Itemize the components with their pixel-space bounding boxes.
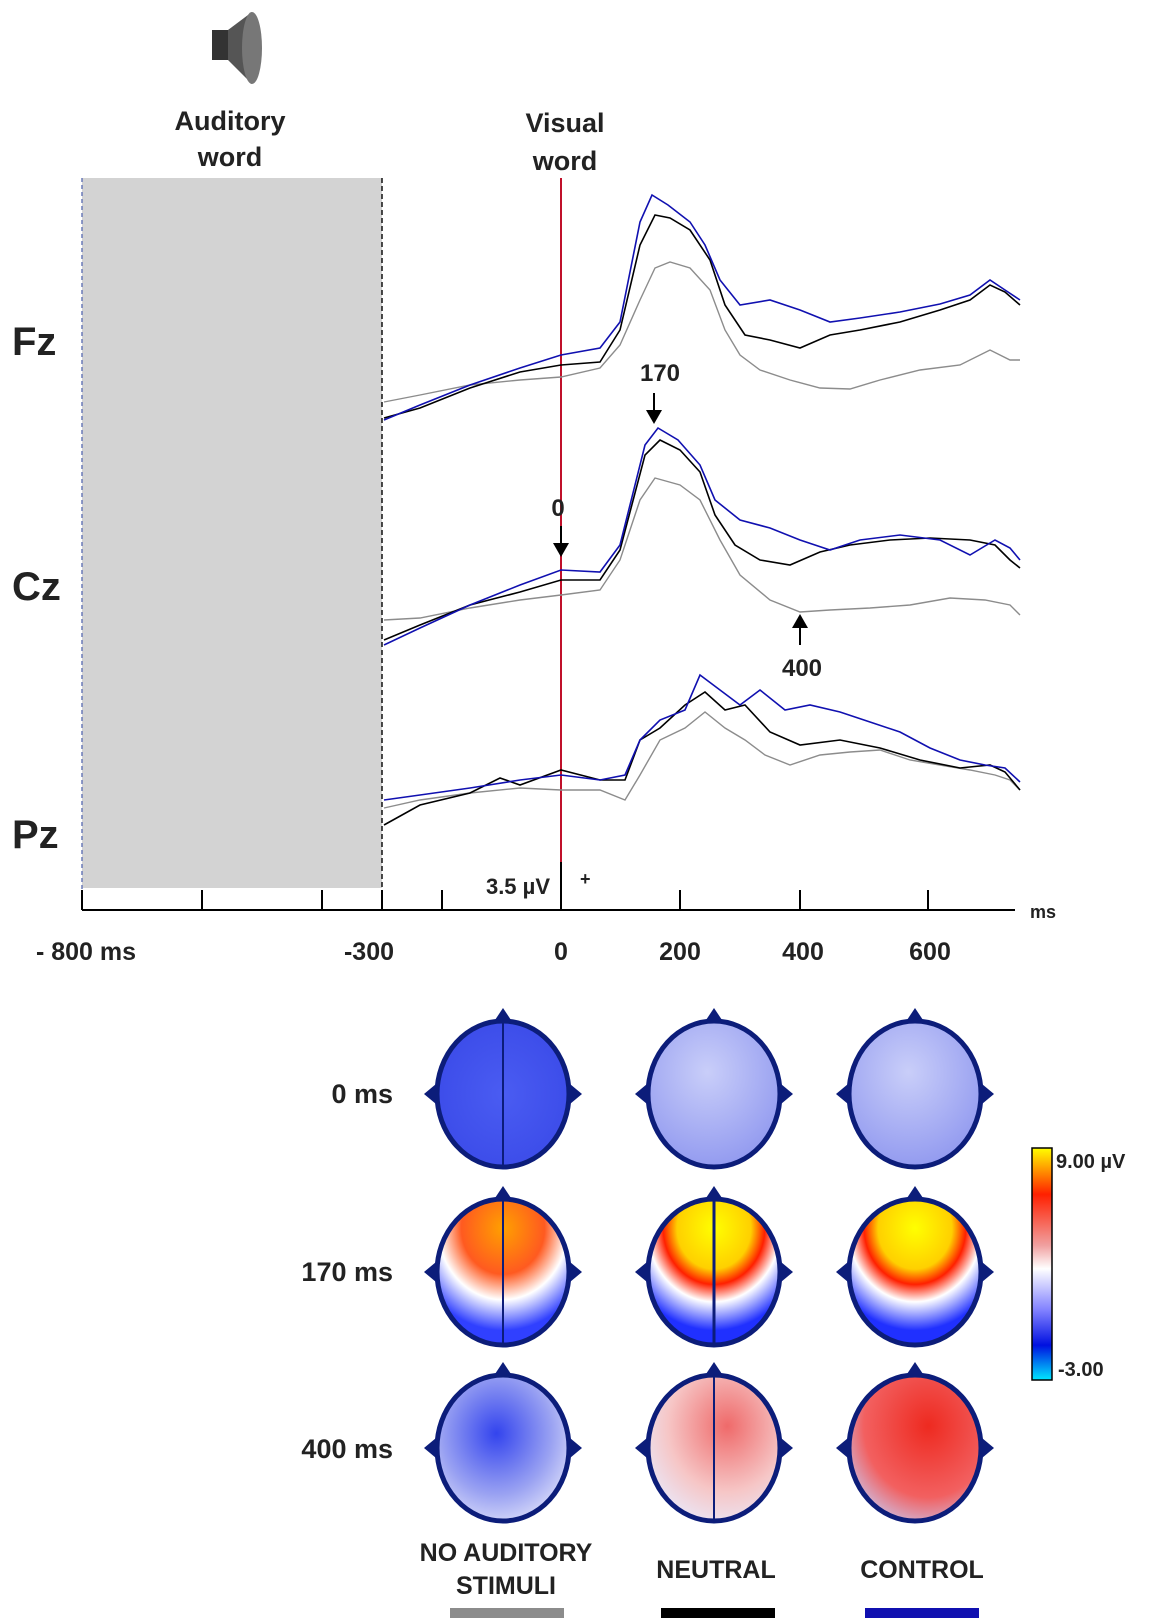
- trace-fz-black: [383, 214, 1021, 419]
- trace-cz-black: [383, 439, 1021, 641]
- tick-label-200: 200: [659, 938, 701, 966]
- trace-pz-gray: [383, 711, 1021, 809]
- channel-label-fz: Fz: [12, 320, 56, 364]
- auditory-window-shading: [82, 178, 382, 888]
- scale-bar-polarity: +: [580, 869, 591, 889]
- topomap-0ms-control: [836, 1008, 994, 1170]
- topomap-400ms-no-auditory: [424, 1362, 582, 1524]
- colorbar: [1031, 1147, 1053, 1381]
- time-axis-unit: ms: [1030, 902, 1056, 922]
- auditory-word-label-line1: Auditory: [175, 106, 286, 136]
- arrow-down-icon-0: [553, 526, 569, 557]
- topomap-170ms-control: [836, 1186, 994, 1348]
- time-axis-ticks: [81, 890, 929, 910]
- tick-label-minus300: -300: [344, 938, 394, 966]
- legend-label-control: CONTROL: [860, 1556, 984, 1584]
- trace-pz-blue: [383, 673, 1021, 801]
- visual-word-label-line2: word: [532, 146, 598, 176]
- tick-label-0: 0: [554, 938, 568, 966]
- legend-label-no-auditory-line2: STIMULI: [456, 1572, 556, 1600]
- scale-bar-label: 3.5 µV: [486, 874, 550, 899]
- annotation-170: 170: [640, 360, 680, 387]
- topomap-400ms-neutral: [635, 1362, 793, 1524]
- colorbar-max-label: 9.00 µV: [1056, 1151, 1126, 1173]
- tick-label-400: 400: [782, 938, 824, 966]
- topomap-row-label-0ms: 0 ms: [331, 1079, 393, 1109]
- topomap-170ms-no-auditory: [424, 1186, 582, 1348]
- trace-pz-black: [383, 690, 1021, 826]
- colorbar-min-label: -3.00: [1058, 1359, 1104, 1381]
- topomap-170ms-neutral: [635, 1186, 793, 1348]
- channel-label-pz: Pz: [12, 813, 59, 857]
- trace-fz-gray: [383, 261, 1020, 403]
- annotation-400: 400: [782, 655, 822, 682]
- annotation-0: 0: [551, 495, 564, 522]
- arrow-down-icon-170: [646, 393, 662, 424]
- auditory-word-label-line2: word: [197, 142, 263, 172]
- speaker-icon: [212, 12, 262, 84]
- legend-swatch-control: [865, 1608, 979, 1618]
- topomap-row-label-170ms: 170 ms: [301, 1257, 393, 1287]
- trace-fz-blue: [383, 193, 1021, 421]
- visual-word-label-line1: Visual: [525, 108, 604, 138]
- topomap-row-label-400ms: 400 ms: [301, 1434, 393, 1464]
- topomap-400ms-control: [836, 1362, 994, 1524]
- legend-label-no-auditory-line1: NO AUDITORY: [420, 1539, 593, 1567]
- arrow-up-icon-400: [792, 614, 808, 645]
- tick-label-minus800: - 800 ms: [36, 938, 136, 966]
- trace-cz-gray: [383, 477, 1021, 621]
- legend-swatch-neutral: [661, 1608, 775, 1618]
- legend-label-neutral: NEUTRAL: [656, 1556, 775, 1584]
- legend-swatch-no-auditory: [450, 1608, 564, 1618]
- tick-label-600: 600: [909, 938, 951, 966]
- topomap-0ms-no-auditory: [424, 1008, 582, 1170]
- channel-label-cz: Cz: [12, 565, 61, 609]
- topomap-0ms-neutral: [635, 1008, 793, 1170]
- trace-cz-blue: [383, 426, 1021, 646]
